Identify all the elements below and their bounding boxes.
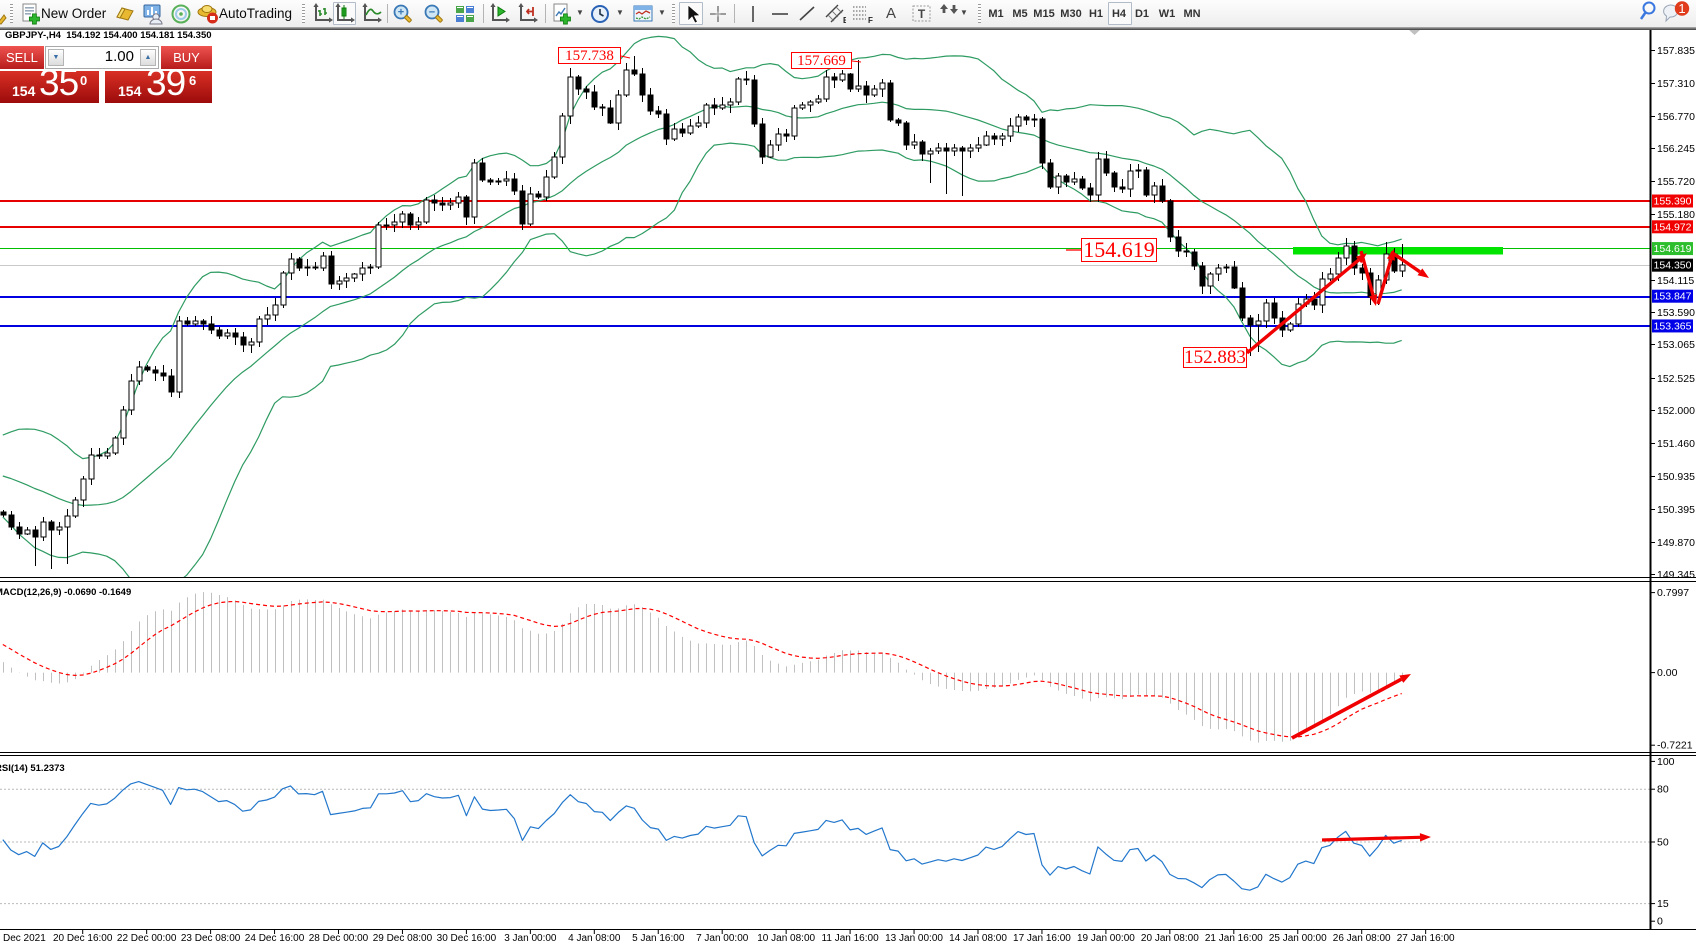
svg-text:E: E	[843, 16, 846, 25]
svg-text:17 Jan 16:00: 17 Jan 16:00	[1013, 933, 1071, 944]
svg-text:20 Jan 08:00: 20 Jan 08:00	[1141, 933, 1199, 944]
svg-text:-0.7221: -0.7221	[1657, 740, 1693, 752]
svg-text:157.310: 157.310	[1657, 78, 1695, 90]
svg-text:156.245: 156.245	[1657, 143, 1695, 155]
svg-text:153.590: 153.590	[1657, 307, 1695, 319]
svg-text:150.935: 150.935	[1657, 471, 1695, 483]
svg-text:Dec 2021: Dec 2021	[3, 933, 46, 944]
svg-text:0.00: 0.00	[1657, 667, 1678, 679]
svg-text:155.180: 155.180	[1657, 209, 1695, 221]
svg-text:7 Jan 00:00: 7 Jan 00:00	[696, 933, 749, 944]
svg-text:1: 1	[1678, 1, 1685, 16]
svg-text:155.390: 155.390	[1654, 196, 1692, 208]
svg-text:19 Jan 00:00: 19 Jan 00:00	[1077, 933, 1135, 944]
svg-text:152.525: 152.525	[1657, 373, 1695, 385]
svg-text:23 Dec 08:00: 23 Dec 08:00	[181, 933, 241, 944]
svg-text:154.619: 154.619	[1654, 243, 1692, 255]
svg-text:+: +	[398, 7, 404, 19]
svg-text:3 Jan 00:00: 3 Jan 00:00	[504, 933, 557, 944]
svg-text:50: 50	[1657, 837, 1669, 849]
svg-text:11 Jan 16:00: 11 Jan 16:00	[822, 933, 880, 944]
svg-text:22 Dec 00:00: 22 Dec 00:00	[117, 933, 177, 944]
svg-text:RSI(14) 51.2373: RSI(14) 51.2373	[0, 763, 65, 774]
svg-text:151.460: 151.460	[1657, 438, 1695, 450]
svg-text:0: 0	[1657, 916, 1663, 928]
svg-text:100: 100	[1657, 756, 1675, 768]
svg-text:15: 15	[1657, 898, 1669, 910]
svg-text:T: T	[918, 7, 926, 21]
svg-text:153.365: 153.365	[1654, 320, 1692, 332]
svg-text:157.835: 157.835	[1657, 45, 1695, 57]
svg-text:0.7997: 0.7997	[1657, 587, 1689, 599]
svg-text:149.345: 149.345	[1657, 569, 1695, 581]
svg-text:156.770: 156.770	[1657, 111, 1695, 123]
svg-text:14 Jan 08:00: 14 Jan 08:00	[949, 933, 1007, 944]
svg-text:80: 80	[1657, 784, 1669, 796]
svg-text:26 Jan 08:00: 26 Jan 08:00	[1333, 933, 1391, 944]
svg-text:MACD(12,26,9) -0.0690 -0.1649: MACD(12,26,9) -0.0690 -0.1649	[0, 587, 131, 598]
svg-text:27 Jan 16:00: 27 Jan 16:00	[1397, 933, 1455, 944]
svg-text:−: −	[429, 7, 435, 19]
svg-text:154.972: 154.972	[1654, 221, 1692, 233]
svg-text:150.395: 150.395	[1657, 504, 1695, 516]
svg-text:154.115: 154.115	[1657, 275, 1694, 287]
svg-text:F: F	[868, 16, 873, 25]
svg-text:5 Jan 16:00: 5 Jan 16:00	[632, 933, 685, 944]
svg-text:149.870: 149.870	[1657, 537, 1695, 549]
svg-text:30 Dec 16:00: 30 Dec 16:00	[437, 933, 497, 944]
svg-text:4 Jan 08:00: 4 Jan 08:00	[568, 933, 621, 944]
svg-text:13 Jan 00:00: 13 Jan 00:00	[885, 933, 943, 944]
svg-text:20 Dec 16:00: 20 Dec 16:00	[53, 933, 113, 944]
svg-text:10 Jan 08:00: 10 Jan 08:00	[757, 933, 815, 944]
svg-text:152.000: 152.000	[1657, 405, 1695, 417]
svg-text:29 Dec 08:00: 29 Dec 08:00	[373, 933, 433, 944]
svg-text:153.847: 153.847	[1654, 291, 1692, 303]
svg-text:155.720: 155.720	[1657, 176, 1695, 188]
svg-text:24 Dec 16:00: 24 Dec 16:00	[245, 933, 305, 944]
svg-text:25 Jan 00:00: 25 Jan 00:00	[1269, 933, 1327, 944]
svg-text:154.350: 154.350	[1654, 260, 1692, 272]
svg-text:153.065: 153.065	[1657, 339, 1695, 351]
svg-text:28 Dec 00:00: 28 Dec 00:00	[309, 933, 369, 944]
svg-text:21 Jan 16:00: 21 Jan 16:00	[1205, 933, 1263, 944]
